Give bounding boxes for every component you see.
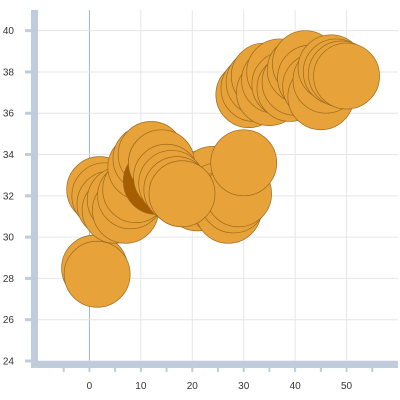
x-tick-label: 10 bbox=[135, 381, 147, 392]
x-tick-label: 0 bbox=[87, 381, 93, 392]
axes bbox=[25, 10, 398, 372]
bubble-point[interactable] bbox=[148, 160, 216, 228]
bubble-point[interactable] bbox=[210, 129, 278, 197]
bubble-series bbox=[61, 30, 380, 308]
y-tick-label: 34 bbox=[3, 150, 15, 161]
y-tick-label: 36 bbox=[3, 109, 15, 120]
y-tick-label: 38 bbox=[3, 67, 15, 78]
bubble-point[interactable] bbox=[63, 240, 131, 308]
y-axis-band bbox=[31, 10, 38, 368]
bubble-point[interactable] bbox=[313, 42, 380, 110]
y-tick-label: 28 bbox=[3, 274, 15, 285]
y-tick-label: 30 bbox=[3, 233, 15, 244]
x-tick-label: 30 bbox=[238, 381, 250, 392]
y-tick-label: 32 bbox=[3, 191, 15, 202]
y-tick-label: 24 bbox=[3, 357, 15, 368]
x-tick-label: 40 bbox=[290, 381, 302, 392]
x-tick-label: 20 bbox=[187, 381, 199, 392]
x-tick-label: 50 bbox=[341, 381, 353, 392]
y-tick-label: 26 bbox=[3, 315, 15, 326]
y-tick-label: 40 bbox=[3, 26, 15, 37]
x-axis-band bbox=[31, 361, 398, 368]
tick-labels: 0 10 20 30 40 50 24 26 28 30 32 34 36 38 40 bbox=[3, 26, 353, 392]
